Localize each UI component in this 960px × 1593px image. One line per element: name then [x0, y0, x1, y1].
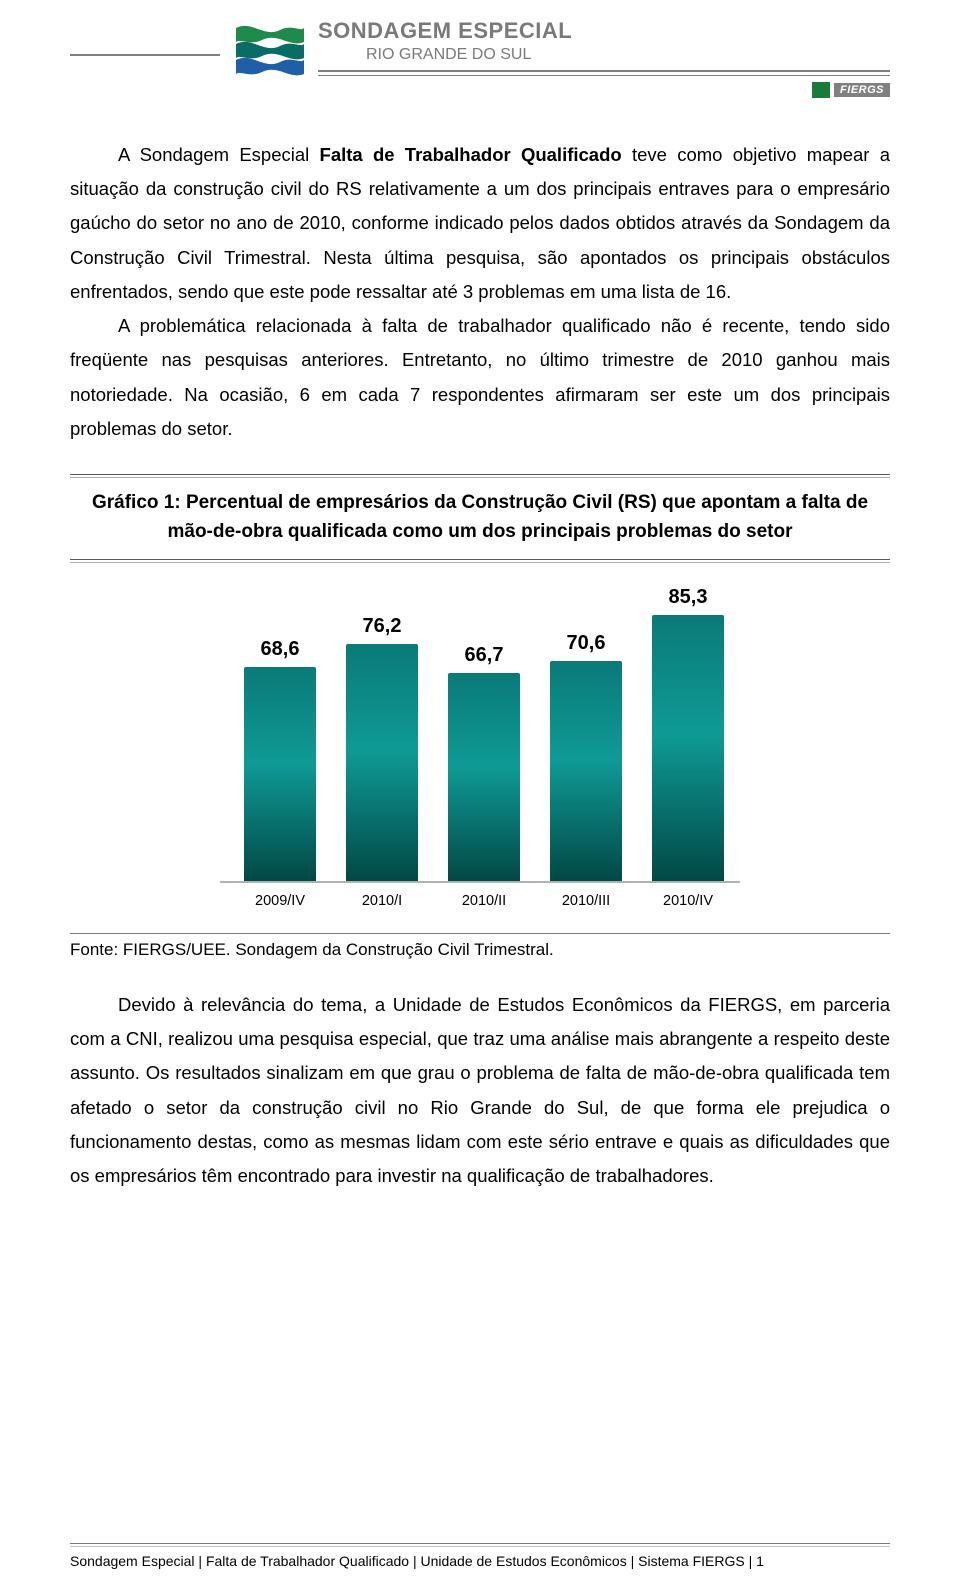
bar-rect: [652, 615, 724, 880]
header-logo: [230, 18, 308, 86]
chart-x-axis: 2009/IV 2010/I 2010/II 2010/III 2010/IV: [220, 893, 740, 913]
x-axis-label: 2010/IV: [652, 893, 724, 909]
footer-text: Sondagem Especial | Falta de Trabalhador…: [70, 1553, 890, 1569]
chart-bar: 76,2: [346, 644, 418, 881]
footer-rule: [70, 1546, 890, 1547]
p1-part-c: teve como objetivo mapear a situação da …: [70, 144, 890, 302]
bar-value-label: 70,6: [550, 632, 622, 655]
header-title: SONDAGEM ESPECIAL: [318, 18, 890, 44]
section-rule: [70, 562, 890, 563]
page-header: SONDAGEM ESPECIAL RIO GRANDE DO SUL FIER…: [70, 0, 890, 98]
bar-rect: [448, 673, 520, 881]
header-rule-top: [318, 70, 890, 72]
chart-bar: 70,6: [550, 661, 622, 881]
footer-rule: [70, 1543, 890, 1544]
bar-value-label: 76,2: [346, 615, 418, 638]
intro-text: A Sondagem Especial Falta de Trabalhador…: [70, 138, 890, 446]
header-subtitle: RIO GRANDE DO SUL: [366, 46, 890, 64]
paragraph-2: A problemática relacionada à falta de tr…: [70, 309, 890, 446]
x-axis-label: 2010/III: [550, 893, 622, 909]
page-footer: Sondagem Especial | Falta de Trabalhador…: [70, 1543, 890, 1569]
chart-title: Gráfico 1: Percentual de empresários da …: [70, 478, 890, 559]
bar-rect: [346, 644, 418, 881]
org-badge: FIERGS: [812, 82, 890, 98]
bar-rect: [244, 667, 316, 880]
source-rule: [70, 933, 890, 934]
x-axis-label: 2010/I: [346, 893, 418, 909]
p1-bold: Falta de Trabalhador Qualificado: [320, 144, 622, 165]
bar-value-label: 68,6: [244, 638, 316, 661]
org-badge-label: FIERGS: [834, 83, 890, 97]
x-axis-label: 2010/II: [448, 893, 520, 909]
bar-rect: [550, 661, 622, 881]
chart-bar: 66,7: [448, 673, 520, 881]
section-rule: [70, 474, 890, 475]
p1-part-a: A Sondagem Especial: [118, 144, 320, 165]
paragraph-1: A Sondagem Especial Falta de Trabalhador…: [70, 138, 890, 309]
x-axis-label: 2009/IV: [244, 893, 316, 909]
bar-value-label: 85,3: [652, 586, 724, 609]
chart-bar: 85,3: [652, 615, 724, 880]
post-chart-text: Devido à relevância do tema, a Unidade d…: [70, 988, 890, 1193]
flag-logo-icon: [230, 18, 308, 86]
chart-plot-area: 68,6 76,2 66,7 70,6 85,3: [220, 603, 740, 883]
header-rule-bot: [318, 75, 890, 76]
chart-container: 68,6 76,2 66,7 70,6 85,3 2009/IV 2010/I 2010/I…: [220, 603, 740, 913]
org-badge-icon: [812, 82, 830, 98]
chart-bar: 68,6: [244, 667, 316, 880]
chart-source: Fonte: FIERGS/UEE. Sondagem da Construçã…: [70, 940, 890, 960]
paragraph-3: Devido à relevância do tema, a Unidade d…: [70, 988, 890, 1193]
header-rule-left: [70, 54, 220, 56]
bar-value-label: 66,7: [448, 644, 520, 667]
section-rule: [70, 559, 890, 560]
